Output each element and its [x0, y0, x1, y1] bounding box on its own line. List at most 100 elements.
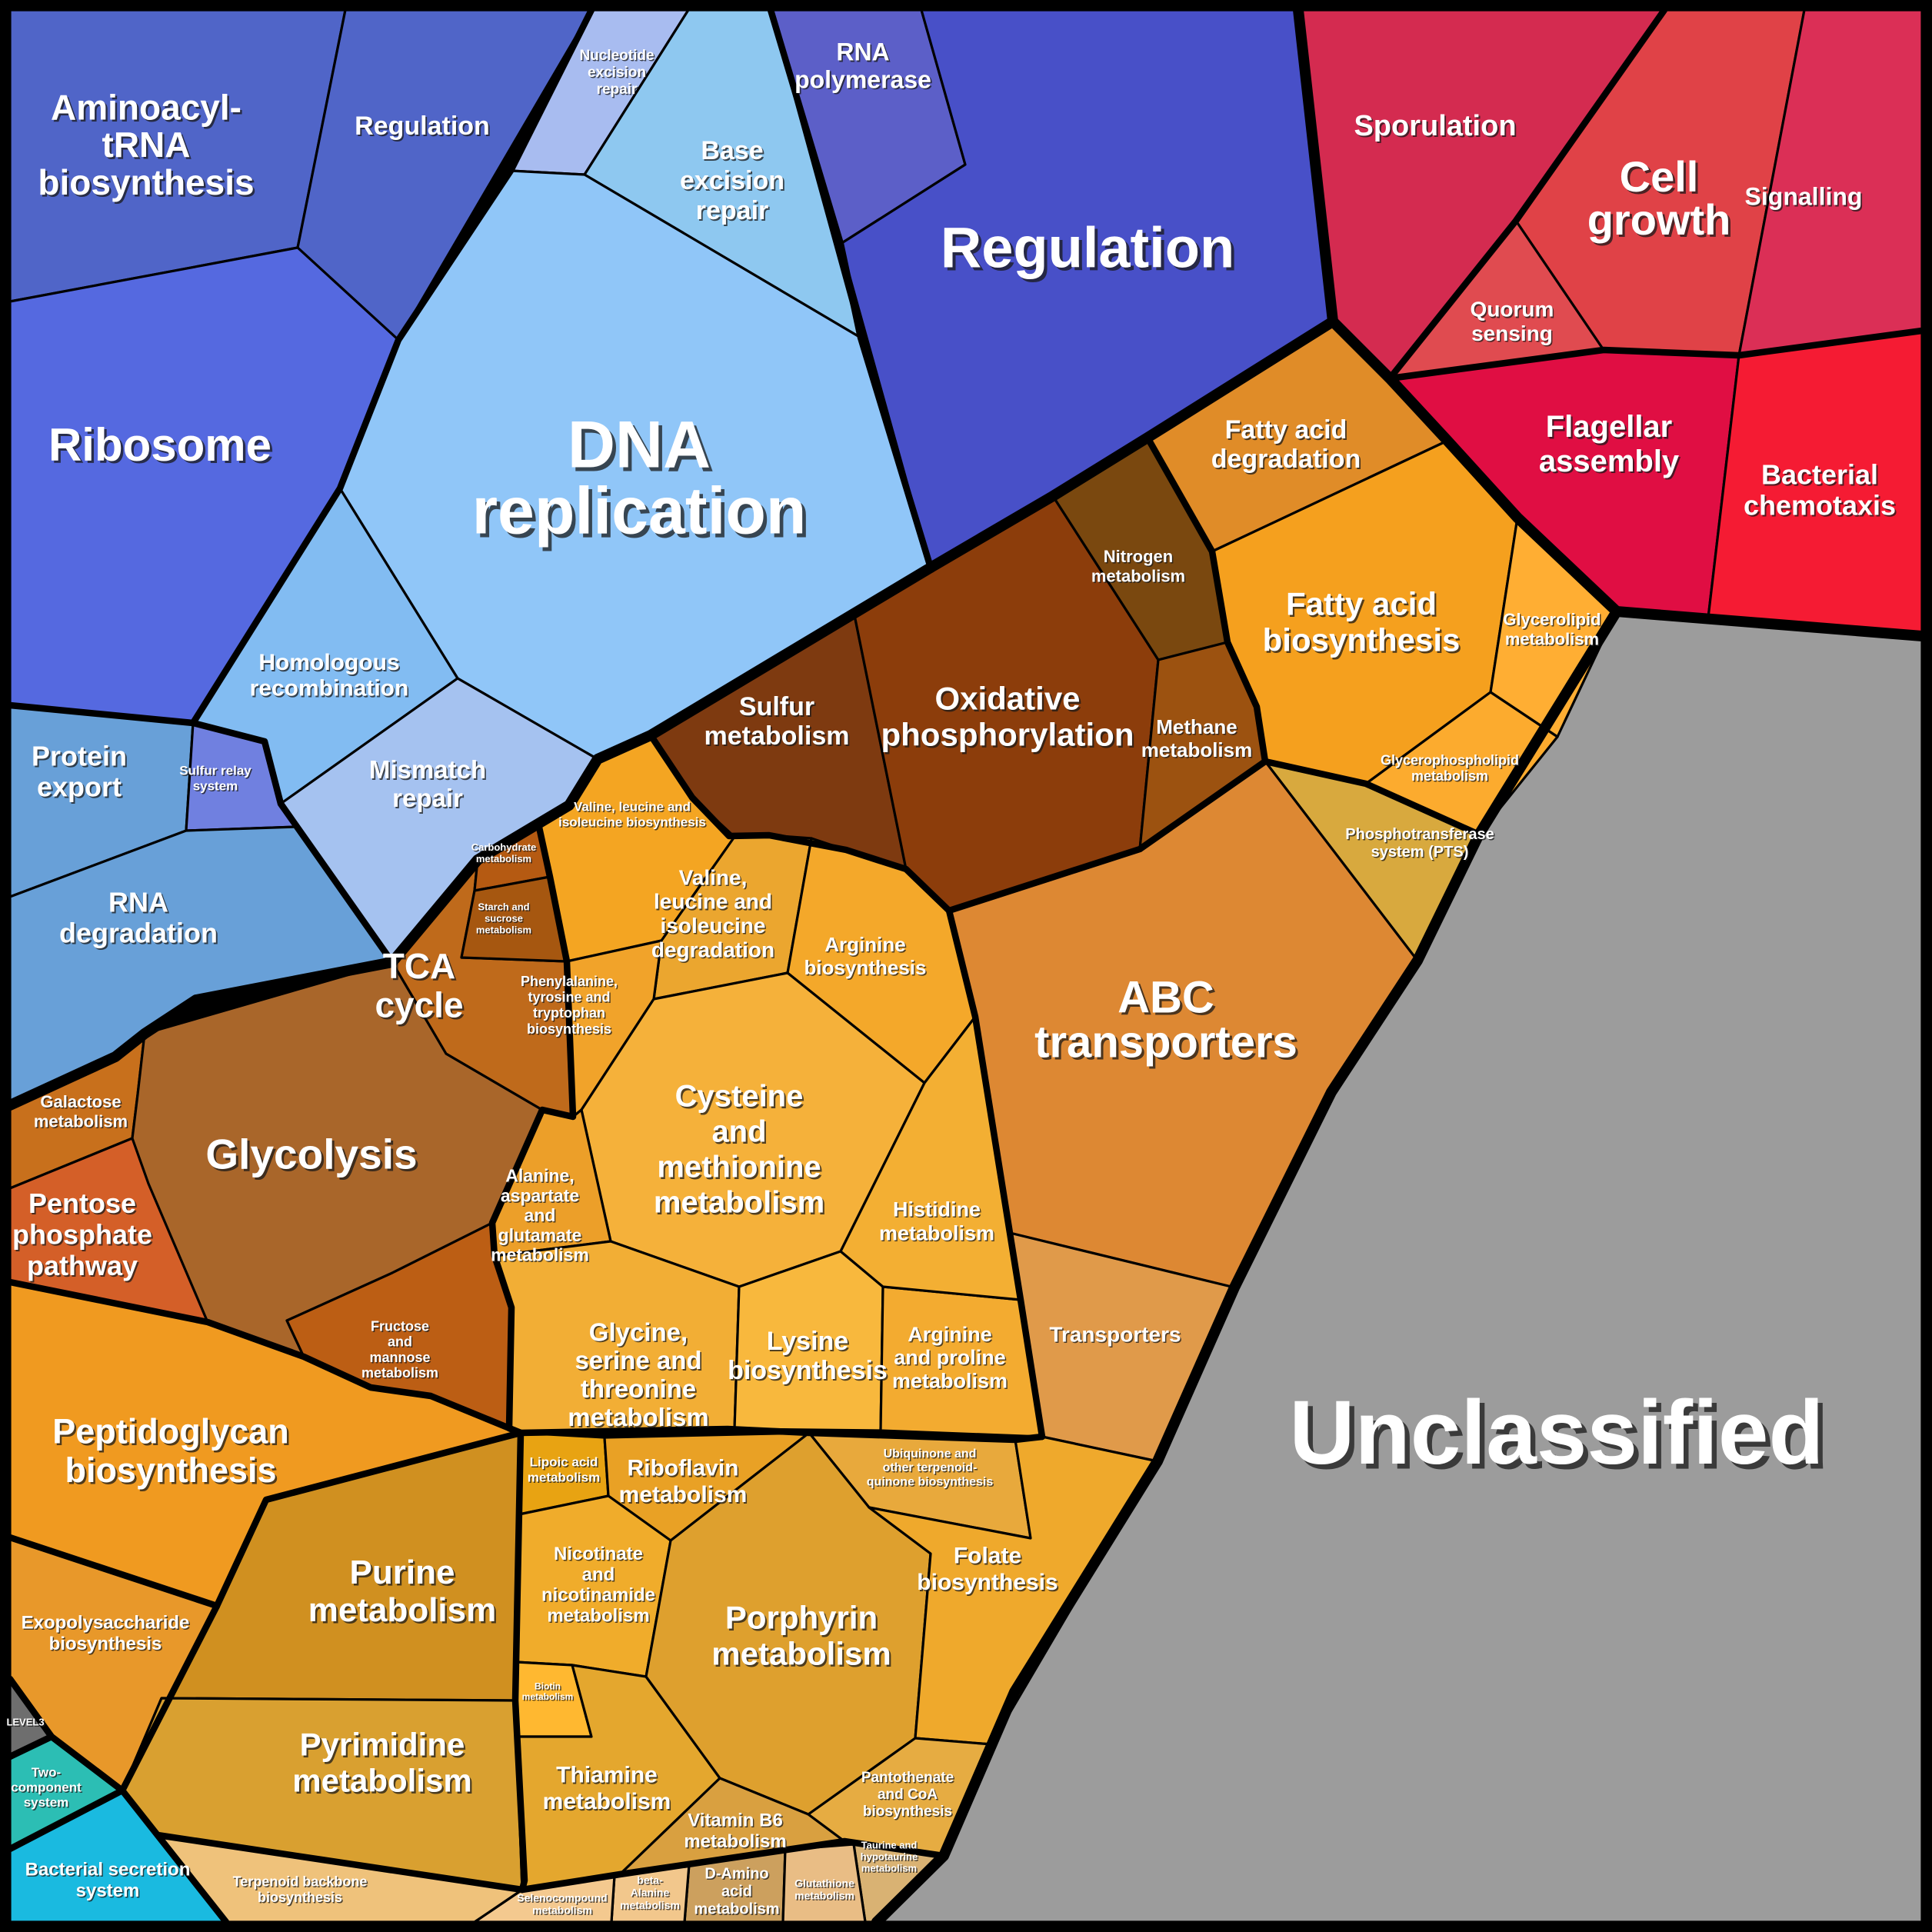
- svg-text:Regulation: Regulation: [944, 219, 1237, 283]
- svg-text:metabolism: metabolism: [705, 723, 851, 752]
- svg-text:metabolism: metabolism: [694, 1900, 779, 1917]
- svg-text:metabolism: metabolism: [528, 1471, 601, 1486]
- svg-text:Mismatch: Mismatch: [369, 755, 486, 784]
- svg-text:cycle: cycle: [377, 987, 465, 1027]
- svg-text:sucrose: sucrose: [485, 912, 523, 924]
- svg-text:polymerase: polymerase: [796, 67, 933, 95]
- svg-text:isoleucine: isoleucine: [661, 914, 766, 938]
- svg-text:transporters: transporters: [1034, 1017, 1297, 1067]
- svg-text:DNA: DNA: [568, 408, 711, 482]
- svg-text:phosphorylation: phosphorylation: [883, 718, 1136, 754]
- svg-text:metabolism: metabolism: [880, 1223, 995, 1246]
- svg-text:biosynthesis: biosynthesis: [863, 1804, 952, 1820]
- svg-text:isoleucine biosynthesis: isoleucine biosynthesis: [560, 816, 708, 831]
- svg-text:Mismatch: Mismatch: [371, 757, 488, 785]
- svg-text:degradation: degradation: [59, 918, 218, 949]
- svg-text:Taurine and: Taurine and: [862, 1840, 918, 1852]
- svg-text:metabolism: metabolism: [861, 1862, 917, 1874]
- svg-text:biosynthesis: biosynthesis: [49, 1634, 162, 1654]
- svg-text:LEVEL3: LEVEL3: [8, 1717, 45, 1729]
- svg-text:sensing: sensing: [1473, 323, 1554, 347]
- svg-text:system: system: [193, 778, 238, 793]
- svg-text:Methane: Methane: [1158, 716, 1238, 739]
- svg-text:metabolism: metabolism: [684, 1831, 786, 1852]
- svg-text:biosynthesis: biosynthesis: [918, 1571, 1059, 1597]
- svg-text:metabolism: metabolism: [1142, 739, 1254, 762]
- svg-text:cycle: cycle: [375, 984, 463, 1024]
- svg-text:Pyrimidine: Pyrimidine: [300, 1727, 465, 1763]
- svg-text:Lipoic acid: Lipoic acid: [530, 1455, 598, 1470]
- svg-text:replication: replication: [475, 478, 810, 551]
- svg-text:D-Amino: D-Amino: [706, 1867, 770, 1884]
- svg-text:Nicotinate: Nicotinate: [555, 1545, 644, 1566]
- svg-text:Biotin: Biotin: [535, 1681, 561, 1691]
- svg-text:metabolism: metabolism: [532, 1904, 592, 1917]
- svg-text:Lysine: Lysine: [767, 1327, 848, 1356]
- svg-text:threonine: threonine: [581, 1374, 696, 1403]
- svg-text:Glycerophospholipid: Glycerophospholipid: [1381, 754, 1520, 769]
- svg-text:Sulfur relay: Sulfur relay: [181, 764, 253, 779]
- svg-text:Signalling: Signalling: [1746, 184, 1864, 212]
- svg-text:recombination: recombination: [250, 676, 409, 701]
- svg-text:Base: Base: [701, 136, 763, 165]
- svg-text:Phenylalanine,: Phenylalanine,: [521, 974, 618, 989]
- svg-text:and: and: [582, 1564, 615, 1585]
- svg-text:Thiamine: Thiamine: [558, 1764, 659, 1789]
- svg-text:repair: repair: [597, 82, 638, 98]
- svg-text:system: system: [76, 1880, 140, 1901]
- svg-text:glutamate: glutamate: [498, 1225, 582, 1245]
- svg-text:Purine: Purine: [351, 1555, 457, 1593]
- svg-text:Two-: Two-: [32, 1766, 62, 1780]
- svg-text:Vitamin B6: Vitamin B6: [689, 1811, 784, 1832]
- svg-text:Valine, leucine and: Valine, leucine and: [574, 799, 691, 814]
- svg-text:methionine: methionine: [657, 1151, 821, 1184]
- svg-text:LEVEL3: LEVEL3: [6, 1716, 44, 1727]
- svg-text:Transporters: Transporters: [1051, 1324, 1182, 1347]
- svg-text:quinone biosynthesis: quinone biosynthesis: [868, 1477, 994, 1490]
- svg-text:Glycerolipid: Glycerolipid: [1503, 610, 1601, 629]
- svg-text:metabolism: metabolism: [879, 1222, 994, 1245]
- svg-text:repair: repair: [698, 198, 771, 227]
- svg-text:and: and: [711, 1115, 766, 1149]
- svg-text:serine and: serine and: [576, 1347, 703, 1376]
- svg-text:Ubiquinone and: Ubiquinone and: [884, 1447, 977, 1461]
- svg-text:metabolism: metabolism: [619, 1482, 748, 1507]
- svg-text:component: component: [12, 1781, 83, 1796]
- svg-text:pathway: pathway: [27, 1250, 138, 1281]
- svg-text:metabolism: metabolism: [862, 1864, 918, 1875]
- svg-text:metabolism: metabolism: [523, 1693, 575, 1704]
- svg-text:metabolism: metabolism: [620, 1484, 748, 1509]
- svg-text:Aminoacyl-: Aminoacyl-: [53, 89, 244, 129]
- svg-text:sucrose: sucrose: [486, 914, 525, 925]
- svg-text:metabolism: metabolism: [477, 854, 532, 865]
- svg-text:assembly: assembly: [1541, 446, 1681, 480]
- svg-text:export: export: [37, 771, 122, 803]
- svg-text:Phenylalanine,: Phenylalanine,: [521, 974, 618, 990]
- svg-text:Fructose: Fructose: [371, 1319, 429, 1334]
- svg-text:RNA: RNA: [108, 886, 168, 918]
- svg-text:repair: repair: [598, 82, 638, 98]
- svg-text:tyrosine and: tyrosine and: [529, 991, 611, 1006]
- svg-text:metabolism: metabolism: [1505, 629, 1599, 648]
- svg-text:Pantothenate: Pantothenate: [861, 1770, 954, 1786]
- svg-text:biosynthesis: biosynthesis: [805, 957, 928, 980]
- svg-text:Quorum: Quorum: [1471, 298, 1554, 321]
- svg-text:metabolism: metabolism: [620, 1899, 680, 1911]
- svg-text:Cell: Cell: [1620, 152, 1699, 201]
- svg-text:isoleucine biosynthesis: isoleucine biosynthesis: [558, 815, 706, 830]
- svg-text:Fatty acid: Fatty acid: [1286, 586, 1437, 622]
- svg-text:metabolism: metabolism: [295, 1764, 474, 1800]
- svg-text:degradation: degradation: [1213, 446, 1363, 475]
- svg-text:RNA: RNA: [110, 888, 170, 919]
- svg-text:metabolism: metabolism: [796, 1890, 856, 1903]
- svg-text:metabolism: metabolism: [892, 1369, 1008, 1392]
- svg-text:metabolism: metabolism: [794, 1890, 854, 1902]
- svg-text:Fatty acid: Fatty acid: [1287, 588, 1438, 624]
- svg-text:recombination: recombination: [251, 677, 410, 702]
- svg-text:metabolism: metabolism: [685, 1833, 788, 1854]
- svg-text:Bacterial: Bacterial: [1761, 458, 1878, 490]
- svg-text:Valine, leucine and: Valine, leucine and: [575, 801, 691, 815]
- svg-text:Selenocompound: Selenocompound: [517, 1892, 607, 1904]
- svg-text:Exopolysaccharide: Exopolysaccharide: [22, 1614, 191, 1634]
- svg-text:Carbohydrate: Carbohydrate: [472, 842, 538, 854]
